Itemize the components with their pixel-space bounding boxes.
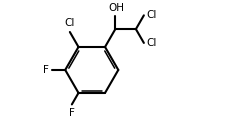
Text: OH: OH (108, 3, 124, 12)
Text: Cl: Cl (146, 10, 156, 20)
Text: Cl: Cl (64, 18, 75, 28)
Text: F: F (43, 65, 48, 75)
Text: F: F (69, 108, 74, 118)
Text: Cl: Cl (146, 38, 156, 48)
